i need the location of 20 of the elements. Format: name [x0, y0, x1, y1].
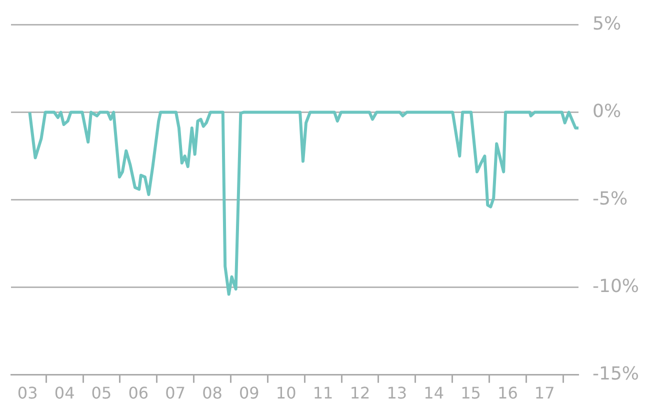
x-tick-label: 12 [350, 384, 370, 403]
x-tick-label: 16 [498, 384, 518, 403]
x-tick-label: 09 [238, 384, 260, 403]
x-tick-label: 08 [202, 384, 222, 403]
x-tick-label: 05 [91, 384, 112, 403]
y-tick-label: 5% [592, 13, 622, 34]
y-tick-label: -5% [592, 188, 628, 210]
x-tick-label: 04 [54, 384, 75, 403]
x-tick-label: 10 [276, 384, 296, 403]
y-tick-label: 0% [592, 100, 622, 122]
x-tick-label: 17 [534, 384, 555, 403]
x-tick-label: 07 [165, 384, 186, 403]
y-tick-label: -15% [592, 363, 640, 384]
x-tick-label: 11 [312, 384, 334, 403]
x-tick-label: 13 [386, 384, 408, 403]
x-tick-label: 06 [128, 384, 149, 403]
x-tick-label: 03 [17, 384, 38, 403]
x-tick-label: 14 [424, 384, 444, 403]
y-tick-label: -10% [592, 276, 640, 297]
x-tick-label: 15 [460, 384, 481, 403]
